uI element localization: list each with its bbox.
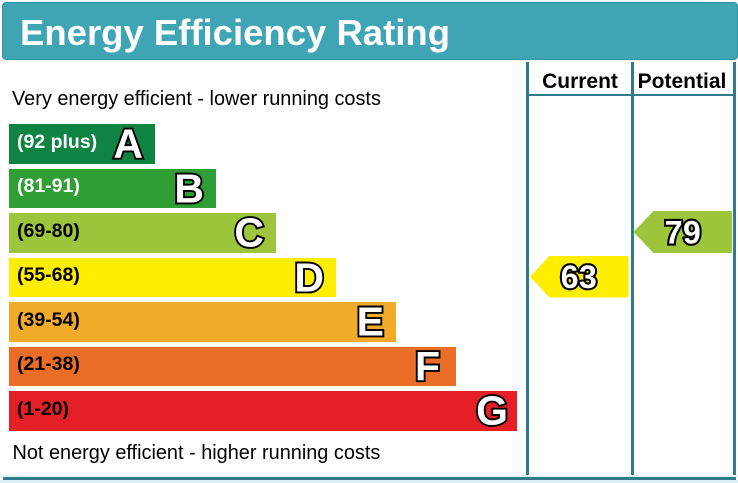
svg-text:A: A <box>113 124 143 164</box>
svg-text:63: 63 <box>561 259 598 295</box>
svg-text:G: G <box>476 391 508 431</box>
svg-text:C: C <box>234 213 264 253</box>
svg-text:79: 79 <box>665 214 702 250</box>
svg-text:D: D <box>294 258 324 298</box>
svg-text:63: 63 <box>561 259 598 295</box>
svg-text:F: F <box>414 347 439 387</box>
svg-text:C: C <box>234 213 264 253</box>
svg-text:A: A <box>113 124 143 164</box>
svg-text:E: E <box>356 302 383 342</box>
svg-text:G: G <box>476 391 508 431</box>
svg-text:F: F <box>414 347 439 387</box>
svg-text:B: B <box>174 169 204 209</box>
svg-text:E: E <box>356 302 383 342</box>
svg-text:79: 79 <box>665 214 702 250</box>
svg-text:D: D <box>294 258 324 298</box>
svg-text:B: B <box>174 169 204 209</box>
